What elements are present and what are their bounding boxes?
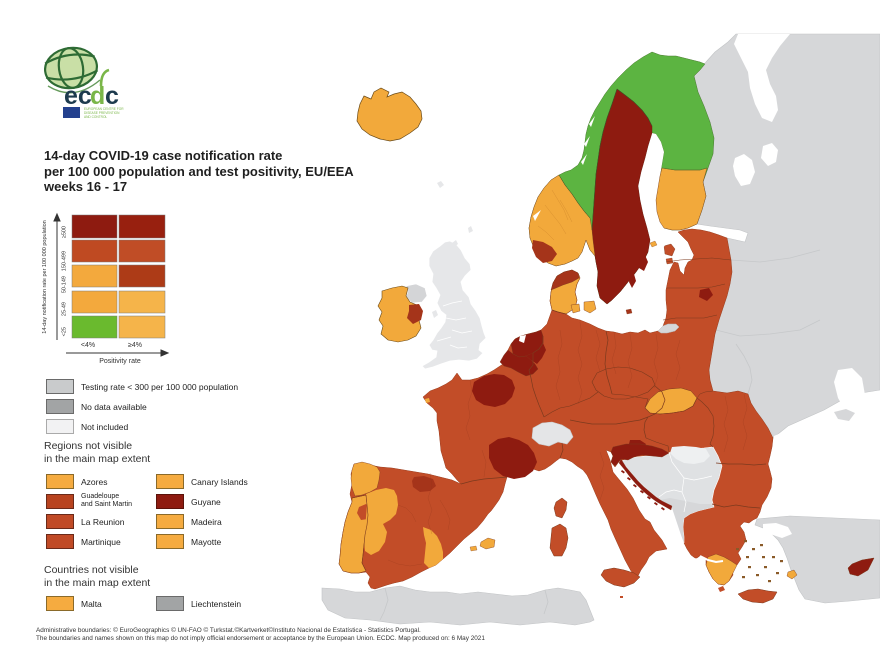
svg-text:Positivity rate: Positivity rate (99, 358, 141, 365)
svg-text:≥4%: ≥4% (128, 342, 142, 349)
svg-text:14-day notification rate per 1: 14-day notification rate per 100 000 pop… (42, 220, 48, 333)
svg-text:150-499: 150-499 (61, 251, 67, 271)
svg-text:AND CONTROL: AND CONTROL (84, 115, 107, 119)
svg-text:<4%: <4% (81, 342, 95, 349)
svg-text:25-49: 25-49 (61, 302, 67, 316)
svg-text:DISEASE PREVENTION: DISEASE PREVENTION (84, 111, 120, 115)
svg-text:50-149: 50-149 (61, 276, 67, 293)
svg-text:<25: <25 (61, 327, 67, 336)
svg-text:c: c (105, 82, 119, 110)
svg-text:≥500: ≥500 (61, 226, 67, 238)
svg-text:EUROPEAN CENTRE FOR: EUROPEAN CENTRE FOR (84, 107, 124, 111)
svg-text:ec: ec (64, 82, 92, 110)
svg-text:d: d (90, 82, 105, 110)
